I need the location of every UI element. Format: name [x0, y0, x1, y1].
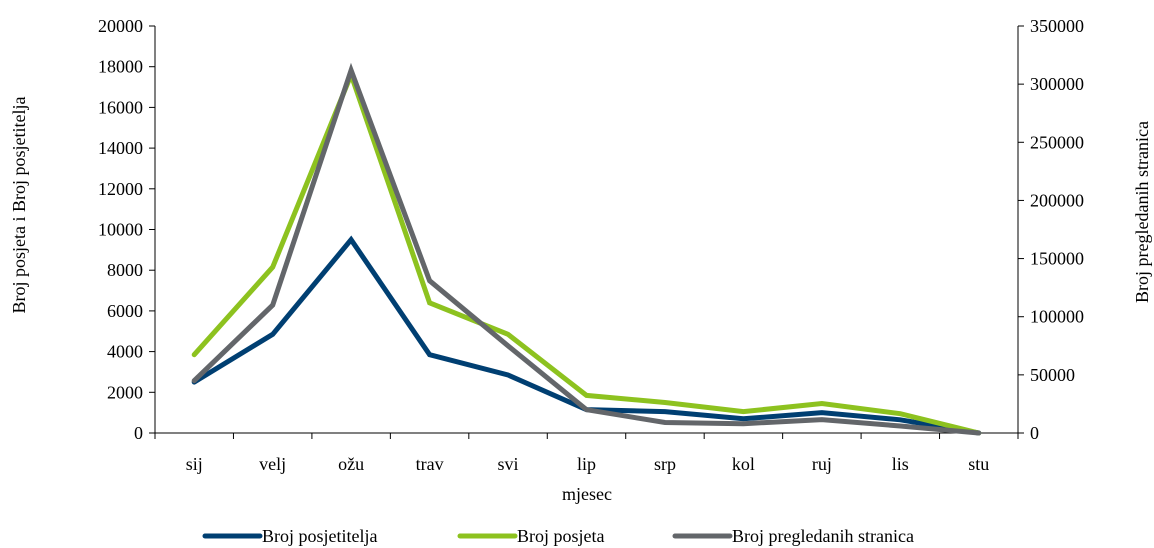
x-axis-tick-label: trav [416, 454, 444, 474]
legend: Broj posjetitelja Broj posjeta Broj pregle… [202, 526, 914, 546]
x-axis-ticks: sij velj ožu trav svi lip srp kol ruj lis stu [154, 433, 1019, 474]
right-axis-tick-label: 200000 [1030, 190, 1084, 210]
legend-label-2: Broj posjeta [517, 526, 605, 546]
left-axis-tick-label: 12000 [98, 179, 143, 199]
series-line-2 [191, 67, 982, 436]
right-axis-ticks: 0 50000 100000 150000 200000 250000 300000 3500… [1018, 16, 1084, 443]
right-axis-tick-label: 100000 [1030, 307, 1084, 327]
x-axis-tick-label: lip [577, 454, 596, 474]
legend-label-1: Broj posjetitelja [262, 526, 377, 546]
series-lines [191, 62, 982, 436]
right-axis-tick-label: 150000 [1030, 249, 1084, 269]
left-axis-title: Broj posjeta i Broj posjetitelja [9, 97, 29, 314]
right-axis: 0 50000 100000 150000 200000 250000 300000 3500… [1017, 16, 1084, 443]
left-axis-tick-label: 16000 [98, 97, 143, 117]
left-axis-tick-label: 0 [134, 423, 143, 443]
x-axis-tick-label: svi [498, 454, 519, 474]
left-axis-tick-label: 6000 [107, 301, 143, 321]
left-axis-tick-label: 20000 [98, 16, 143, 36]
x-axis-tick-label: ožu [338, 454, 364, 474]
left-axis-ticks: 0 2000 4000 6000 8000 10000 12000 14000 16000 180… [98, 16, 155, 443]
right-axis-tick-label: 300000 [1030, 74, 1084, 94]
x-axis-tick-label: velj [259, 454, 286, 474]
right-axis-tick-label: 250000 [1030, 132, 1084, 152]
right-axis-tick-label: 350000 [1030, 16, 1084, 36]
left-axis: 0 2000 4000 6000 8000 10000 12000 14000 16000 180… [98, 16, 156, 443]
left-axis-tick-label: 4000 [107, 342, 143, 362]
x-axis-title: mjesec [562, 484, 612, 504]
x-axis: sij velj ožu trav svi lip srp kol ruj lis stu [154, 432, 1019, 474]
x-axis-tick-label: lis [892, 454, 909, 474]
series-line-3 [191, 62, 982, 436]
legend-label-3: Broj pregledanih stranica [732, 526, 914, 546]
x-axis-tick-label: stu [968, 454, 989, 474]
left-axis-tick-label: 8000 [107, 260, 143, 280]
left-axis-tick-label: 14000 [98, 138, 143, 158]
left-axis-tick-label: 10000 [98, 220, 143, 240]
right-axis-tick-label: 50000 [1030, 365, 1075, 385]
right-axis-tick-label: 0 [1030, 423, 1039, 443]
x-axis-tick-label: ruj [812, 454, 832, 474]
left-axis-tick-label: 18000 [98, 57, 143, 77]
left-axis-tick-label: 2000 [107, 382, 143, 402]
right-axis-title: Broj pregledanih stranica [1132, 121, 1152, 303]
x-axis-tick-label: kol [732, 454, 755, 474]
x-axis-tick-label: sij [186, 454, 203, 474]
series-line-1 [191, 235, 982, 436]
x-axis-tick-label: srp [654, 454, 676, 474]
